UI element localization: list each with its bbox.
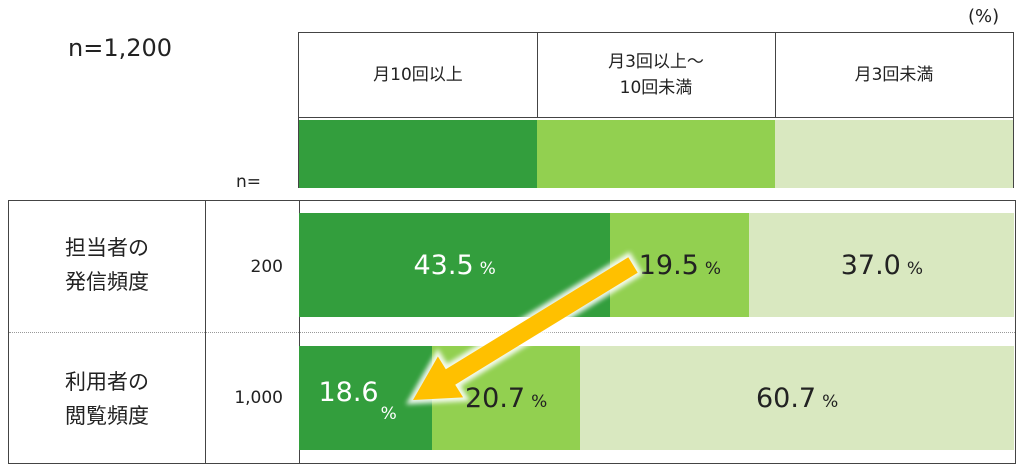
data-label: 43.5%: [413, 249, 496, 281]
legend-label-3: 月3回未満: [854, 65, 934, 85]
unit-label: (%): [968, 6, 1000, 27]
legend-swatch-2: [537, 120, 775, 188]
row-n-viewer: 1,000: [234, 388, 283, 408]
sample-size-label: n=1,200: [68, 34, 173, 62]
bar-segment: [749, 213, 1014, 317]
data-label: 18.6%: [318, 376, 397, 424]
row-n-sender: 200: [250, 257, 283, 277]
legend-swatch-1: [299, 120, 537, 188]
legend-header: 月10回以上 月3回以上～ 10回未満 月3回未満: [298, 32, 1014, 188]
data-label: 20.7%: [464, 382, 548, 414]
row-label-sender: 担当者の 発信頻度: [65, 236, 149, 294]
data-label: 19.5%: [638, 249, 722, 281]
n-column-header: n=: [236, 172, 262, 192]
row-label-viewer: 利用者の 閲覧頻度: [65, 370, 149, 428]
legend-swatch-3: [775, 120, 1013, 188]
data-label: 60.7%: [755, 382, 839, 414]
bar-segment: [579, 346, 1014, 450]
data-label: 37.0%: [840, 249, 923, 281]
legend-label-1: 月10回以上: [373, 65, 463, 85]
legend-label-2: 月3回以上～ 10回未満: [608, 52, 704, 98]
